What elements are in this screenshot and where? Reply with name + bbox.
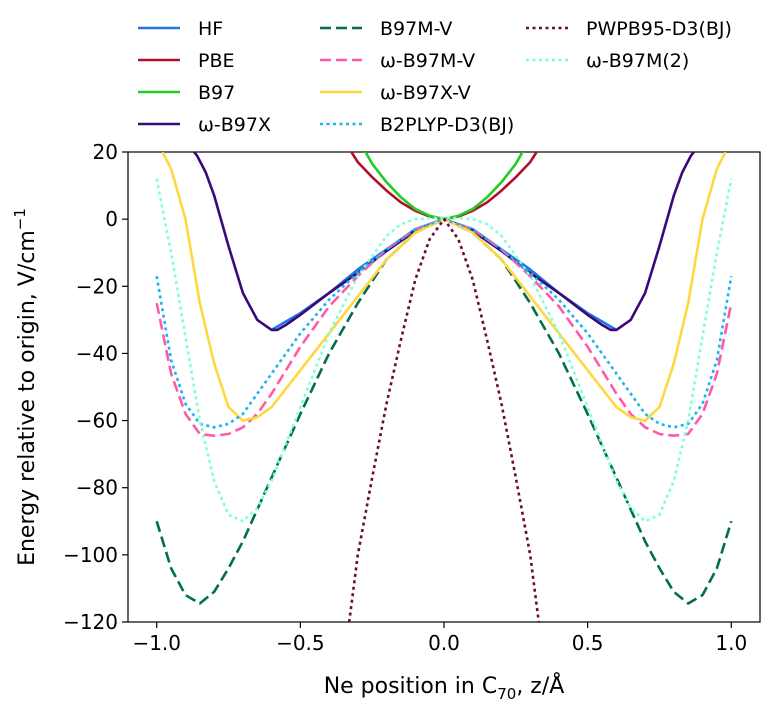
series-line-4 xyxy=(155,217,733,605)
legend-label-4: B97M-V xyxy=(380,18,452,40)
series-line-2 xyxy=(364,152,524,221)
y-axis: −120 −100 −80 −60 −40 −20 0 20 xyxy=(63,140,128,634)
legend-label-5: ω-B97M-V xyxy=(380,50,475,72)
legend-label-7: B2PLYP-D3(BJ) xyxy=(380,114,514,136)
series-line-9 xyxy=(155,178,733,523)
y-tick-label: −20 xyxy=(76,274,118,298)
y-tick-label: 0 xyxy=(105,207,118,231)
y-tick-label: −60 xyxy=(76,409,118,433)
legend-label-9: ω-B97M(2) xyxy=(586,50,689,72)
y-tick-label: −100 xyxy=(63,543,118,567)
legend: HF PBE B97 ω-B97X B97M-V ω-B97M-V ω-B97X-V B2PL… xyxy=(138,18,732,136)
series-line-6 xyxy=(161,152,727,422)
legend-label-8: PWPB95-D3(BJ) xyxy=(586,18,732,40)
y-tick-label: −80 xyxy=(76,476,118,500)
series-group xyxy=(155,152,733,622)
x-axis-label: Ne position in C70, z/Å xyxy=(324,672,565,703)
legend-label-6: ω-B97X-V xyxy=(380,82,471,104)
x-tick-label: −0.5 xyxy=(276,631,325,655)
series-line-7 xyxy=(155,217,733,429)
x-tick-label: 0.5 xyxy=(572,631,604,655)
legend-label-0: HF xyxy=(198,18,223,40)
x-tick-label: 0.0 xyxy=(428,631,460,655)
legend-label-3: ω-B97X xyxy=(198,114,271,136)
y-tick-label: −40 xyxy=(76,341,118,365)
x-tick-label: −1.0 xyxy=(132,631,181,655)
series-line-3 xyxy=(192,152,696,332)
y-axis-label: Energy relative to origin, V/cm−1 xyxy=(11,208,40,566)
series-line-5 xyxy=(155,217,733,437)
x-tick-label: 1.0 xyxy=(715,631,747,655)
legend-label-2: B97 xyxy=(198,82,235,104)
series-line-8 xyxy=(347,217,541,622)
y-tick-label: −120 xyxy=(63,610,118,634)
x-axis: −1.0 −0.5 0.0 0.5 1.0 xyxy=(132,622,747,655)
series-line-1 xyxy=(349,152,539,221)
y-tick-label: 20 xyxy=(93,140,118,164)
legend-label-1: PBE xyxy=(198,50,235,72)
